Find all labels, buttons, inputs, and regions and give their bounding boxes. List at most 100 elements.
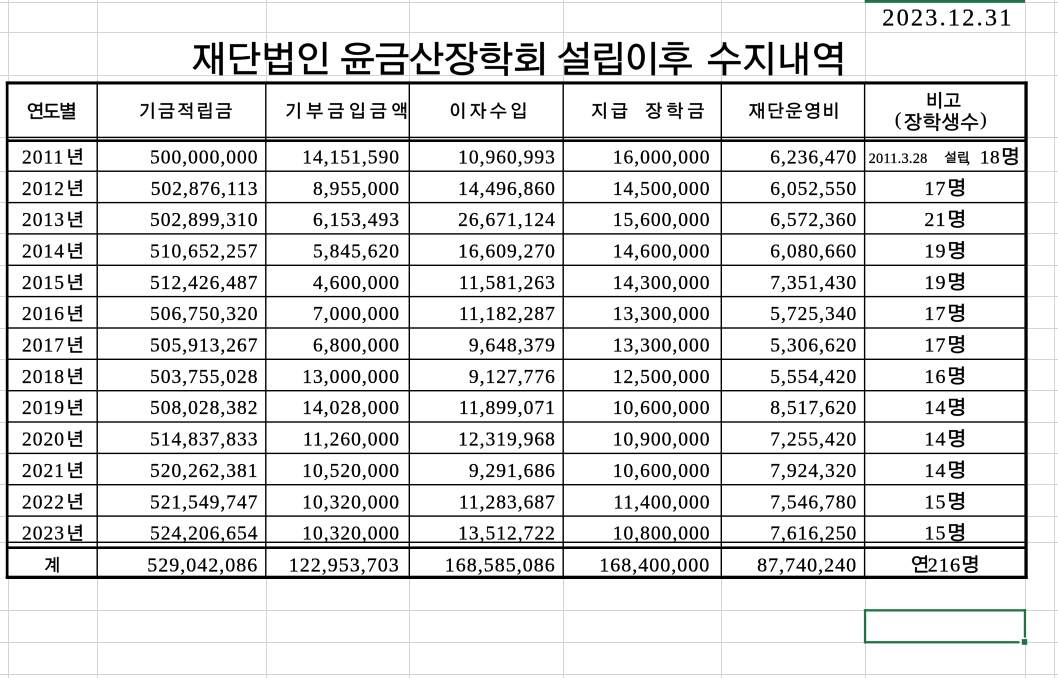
svg-text:15: 15: [924, 491, 946, 513]
svg-text:7,255,420: 7,255,420: [770, 430, 857, 451]
svg-text:11,581,263: 11,581,263: [459, 273, 556, 294]
svg-text:5,554,420: 5,554,420: [770, 367, 857, 388]
svg-text:10,960,993: 10,960,993: [458, 147, 556, 168]
svg-text:13,000,000: 13,000,000: [302, 367, 400, 388]
svg-text:521,549,747: 521,549,747: [150, 492, 259, 513]
svg-text:16,000,000: 16,000,000: [613, 147, 711, 168]
svg-text:6,572,360: 6,572,360: [770, 210, 857, 231]
svg-text:10,320,000: 10,320,000: [302, 524, 400, 545]
svg-text:500,000,000: 500,000,000: [150, 147, 259, 168]
svg-text:2016: 2016: [22, 304, 65, 325]
svg-text:7,546,780: 7,546,780: [770, 492, 857, 513]
svg-text:2011: 2011: [22, 147, 64, 168]
svg-text:14,028,000: 14,028,000: [302, 398, 400, 419]
svg-text:503,755,028: 503,755,028: [150, 367, 259, 388]
svg-text:16: 16: [924, 366, 946, 388]
svg-text:6,052,550: 6,052,550: [770, 179, 857, 200]
svg-text:2018: 2018: [22, 367, 65, 388]
svg-text:7,351,430: 7,351,430: [770, 273, 857, 294]
svg-text:6,080,660: 6,080,660: [770, 241, 857, 262]
svg-text:19: 19: [924, 240, 946, 262]
svg-text:(: (: [895, 110, 901, 131]
svg-text:11,283,687: 11,283,687: [459, 492, 556, 513]
svg-text:5,845,620: 5,845,620: [313, 241, 400, 262]
svg-text:508,028,382: 508,028,382: [150, 398, 259, 419]
svg-text:87,740,240: 87,740,240: [757, 554, 857, 576]
svg-text:14: 14: [924, 460, 946, 482]
svg-text:11,182,287: 11,182,287: [459, 304, 556, 325]
svg-text:10,520,000: 10,520,000: [302, 461, 400, 482]
svg-text:216: 216: [928, 554, 962, 576]
svg-text:14: 14: [924, 397, 946, 419]
svg-text:10,600,000: 10,600,000: [613, 398, 711, 419]
svg-text:168,585,086: 168,585,086: [445, 554, 556, 576]
svg-text:12,500,000: 12,500,000: [613, 367, 711, 388]
svg-text:14,600,000: 14,600,000: [613, 241, 711, 262]
svg-text:,: ,: [967, 151, 971, 167]
svg-text:15,600,000: 15,600,000: [613, 210, 711, 231]
svg-text:8,955,000: 8,955,000: [313, 179, 400, 200]
svg-text:11,400,000: 11,400,000: [613, 492, 710, 513]
svg-text:2015: 2015: [22, 273, 65, 294]
svg-text:): ): [980, 110, 986, 131]
svg-text:2013: 2013: [22, 210, 65, 231]
svg-text:2012: 2012: [22, 179, 65, 200]
svg-text:9,291,686: 9,291,686: [469, 461, 556, 482]
svg-text:2023.12.31: 2023.12.31: [882, 4, 1013, 31]
svg-text:520,262,381: 520,262,381: [150, 461, 259, 482]
svg-text:13,512,722: 13,512,722: [458, 524, 556, 545]
svg-text:2021: 2021: [22, 461, 65, 482]
svg-text:7,616,250: 7,616,250: [770, 524, 857, 545]
svg-text:17: 17: [924, 178, 946, 200]
svg-text:168,400,000: 168,400,000: [599, 554, 710, 576]
svg-text:2022: 2022: [22, 492, 65, 513]
svg-text:14,496,860: 14,496,860: [458, 179, 556, 200]
svg-text:514,837,833: 514,837,833: [150, 430, 259, 451]
svg-text:4,600,000: 4,600,000: [313, 273, 400, 294]
svg-text:17: 17: [924, 335, 946, 357]
svg-text:12,319,968: 12,319,968: [458, 430, 556, 451]
svg-text:10,600,000: 10,600,000: [613, 461, 711, 482]
svg-text:502,899,310: 502,899,310: [150, 210, 259, 231]
svg-text:512,426,487: 512,426,487: [150, 273, 259, 294]
svg-text:2011.3.28: 2011.3.28: [869, 151, 928, 167]
svg-text:15: 15: [924, 523, 946, 545]
svg-text:7,000,000: 7,000,000: [313, 304, 400, 325]
svg-text:7,924,320: 7,924,320: [770, 461, 857, 482]
svg-text:13,300,000: 13,300,000: [613, 336, 711, 357]
svg-text:529,042,086: 529,042,086: [147, 554, 258, 576]
svg-text:9,127,776: 9,127,776: [469, 367, 556, 388]
svg-text:2014: 2014: [22, 241, 65, 262]
svg-text:11,260,000: 11,260,000: [303, 430, 400, 451]
svg-text:13,300,000: 13,300,000: [613, 304, 711, 325]
svg-text:10,320,000: 10,320,000: [302, 492, 400, 513]
svg-text:11,899,071: 11,899,071: [459, 398, 556, 419]
svg-text:122,953,703: 122,953,703: [289, 554, 400, 576]
svg-text:10,800,000: 10,800,000: [613, 524, 711, 545]
svg-text:5,306,620: 5,306,620: [770, 336, 857, 357]
svg-text:26,671,124: 26,671,124: [458, 210, 556, 231]
svg-text:524,206,654: 524,206,654: [150, 524, 259, 545]
svg-text:17: 17: [924, 303, 946, 325]
svg-text:6,153,493: 6,153,493: [313, 210, 400, 231]
svg-text:14: 14: [924, 429, 946, 451]
svg-text:21: 21: [924, 209, 946, 231]
svg-text:14,500,000: 14,500,000: [613, 179, 711, 200]
svg-text:18: 18: [980, 147, 1000, 168]
svg-text:9,648,379: 9,648,379: [469, 336, 556, 357]
svg-text:6,236,470: 6,236,470: [770, 147, 857, 168]
svg-text:19: 19: [924, 272, 946, 294]
svg-text:505,913,267: 505,913,267: [150, 336, 259, 357]
svg-text:2023: 2023: [22, 524, 65, 545]
svg-text:16,609,270: 16,609,270: [458, 241, 556, 262]
svg-text:2020: 2020: [22, 430, 65, 451]
svg-text:510,652,257: 510,652,257: [150, 241, 259, 262]
svg-text:6,800,000: 6,800,000: [313, 336, 400, 357]
svg-text:5,725,340: 5,725,340: [770, 304, 857, 325]
svg-text:502,876,113: 502,876,113: [151, 179, 259, 200]
svg-text:14,151,590: 14,151,590: [302, 147, 400, 168]
svg-text:8,517,620: 8,517,620: [770, 398, 857, 419]
svg-text:10,900,000: 10,900,000: [613, 430, 711, 451]
svg-text:506,750,320: 506,750,320: [150, 304, 259, 325]
svg-text:2019: 2019: [22, 398, 65, 419]
